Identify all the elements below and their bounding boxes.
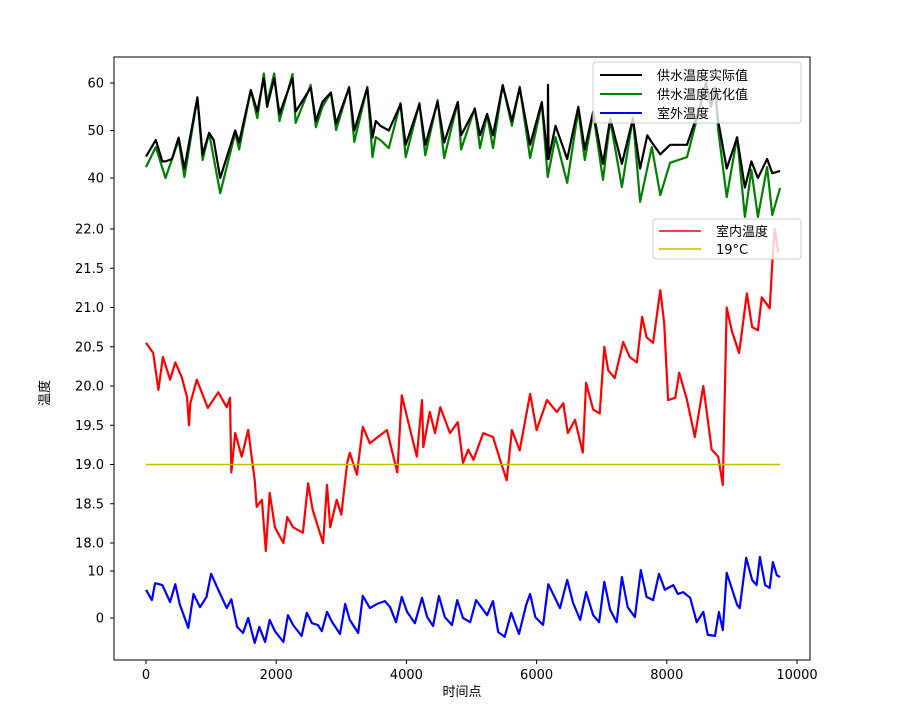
x-tick-label: 0 (142, 668, 150, 683)
y-tick-label: 21.0 (75, 301, 104, 316)
legend-label-actual: 供水温度实际值 (657, 68, 748, 84)
legend-label-indoor: 室内温度 (716, 224, 768, 240)
axes-frame (113, 56, 811, 661)
y-axis-label: 温度 (37, 380, 53, 406)
legend-indoor: 室内温度 19°C (652, 218, 802, 260)
x-tick-label: 2000 (260, 668, 293, 683)
x-tick-label: 8000 (650, 668, 683, 683)
y-tick-label: 19.5 (75, 419, 104, 434)
series-layer (145, 72, 782, 645)
y-tick-label: 19.0 (75, 458, 104, 473)
y-tick-label: 20.5 (75, 340, 104, 355)
y-tick-label: 20.0 (75, 380, 104, 395)
x-axis-label: 时间点 (442, 685, 481, 700)
ticks-layer: 22.0 21.5 21.0 20.5 20.0 19.5 19.0 18.5 18.0 10 0 6… (75, 77, 818, 684)
y-tick-label: 60 (87, 77, 104, 92)
y-tick-label: 22.0 (75, 223, 104, 238)
y-tick-label: 18.0 (75, 537, 104, 552)
x-tick-label: 10000 (776, 668, 817, 683)
legend-label-outdoor: 室外温度 (657, 106, 709, 122)
x-tick-label: 6000 (520, 668, 553, 683)
y-tick-label: 21.5 (75, 262, 104, 277)
legend-label-optimized: 供水温度优化值 (657, 87, 748, 103)
y-tick-label: 0 (96, 612, 104, 627)
y-tick-label: 10 (87, 565, 104, 580)
series-line-indoor-0 (145, 227, 780, 553)
series-line-supply-0 (145, 77, 781, 189)
series-line-outdoor-0 (145, 555, 781, 645)
y-tick-label: 40 (87, 172, 104, 187)
legend-supply-box (592, 61, 802, 124)
legend-supply: 供水温度实际值 供水温度优化值 室外温度 (592, 61, 802, 124)
y-tick-label: 50 (87, 124, 104, 139)
y-tick-label: 18.5 (75, 497, 104, 512)
x-tick-label: 4000 (390, 668, 423, 683)
legend-label-19c: 19°C (716, 243, 748, 258)
